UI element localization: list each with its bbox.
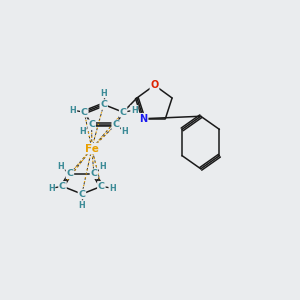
Text: H: H xyxy=(122,127,128,136)
Text: H: H xyxy=(109,184,116,193)
Text: H: H xyxy=(100,88,107,98)
Text: C: C xyxy=(59,182,66,191)
Text: H: H xyxy=(58,163,64,172)
Text: O: O xyxy=(150,80,159,90)
Text: C: C xyxy=(98,182,105,191)
Text: H: H xyxy=(48,184,55,193)
Text: C: C xyxy=(88,120,95,129)
Text: H: H xyxy=(100,163,106,172)
Text: C: C xyxy=(100,100,107,109)
Text: Fe: Fe xyxy=(85,143,99,154)
Text: H: H xyxy=(70,106,76,115)
Text: H: H xyxy=(79,201,85,210)
Text: H: H xyxy=(79,127,86,136)
Text: C: C xyxy=(66,169,74,178)
Text: H: H xyxy=(131,106,138,115)
Text: C: C xyxy=(112,120,119,129)
Text: C: C xyxy=(78,190,85,199)
Text: N: N xyxy=(140,114,148,124)
Text: C: C xyxy=(120,108,127,117)
Text: C: C xyxy=(90,169,98,178)
Text: C: C xyxy=(81,108,88,117)
